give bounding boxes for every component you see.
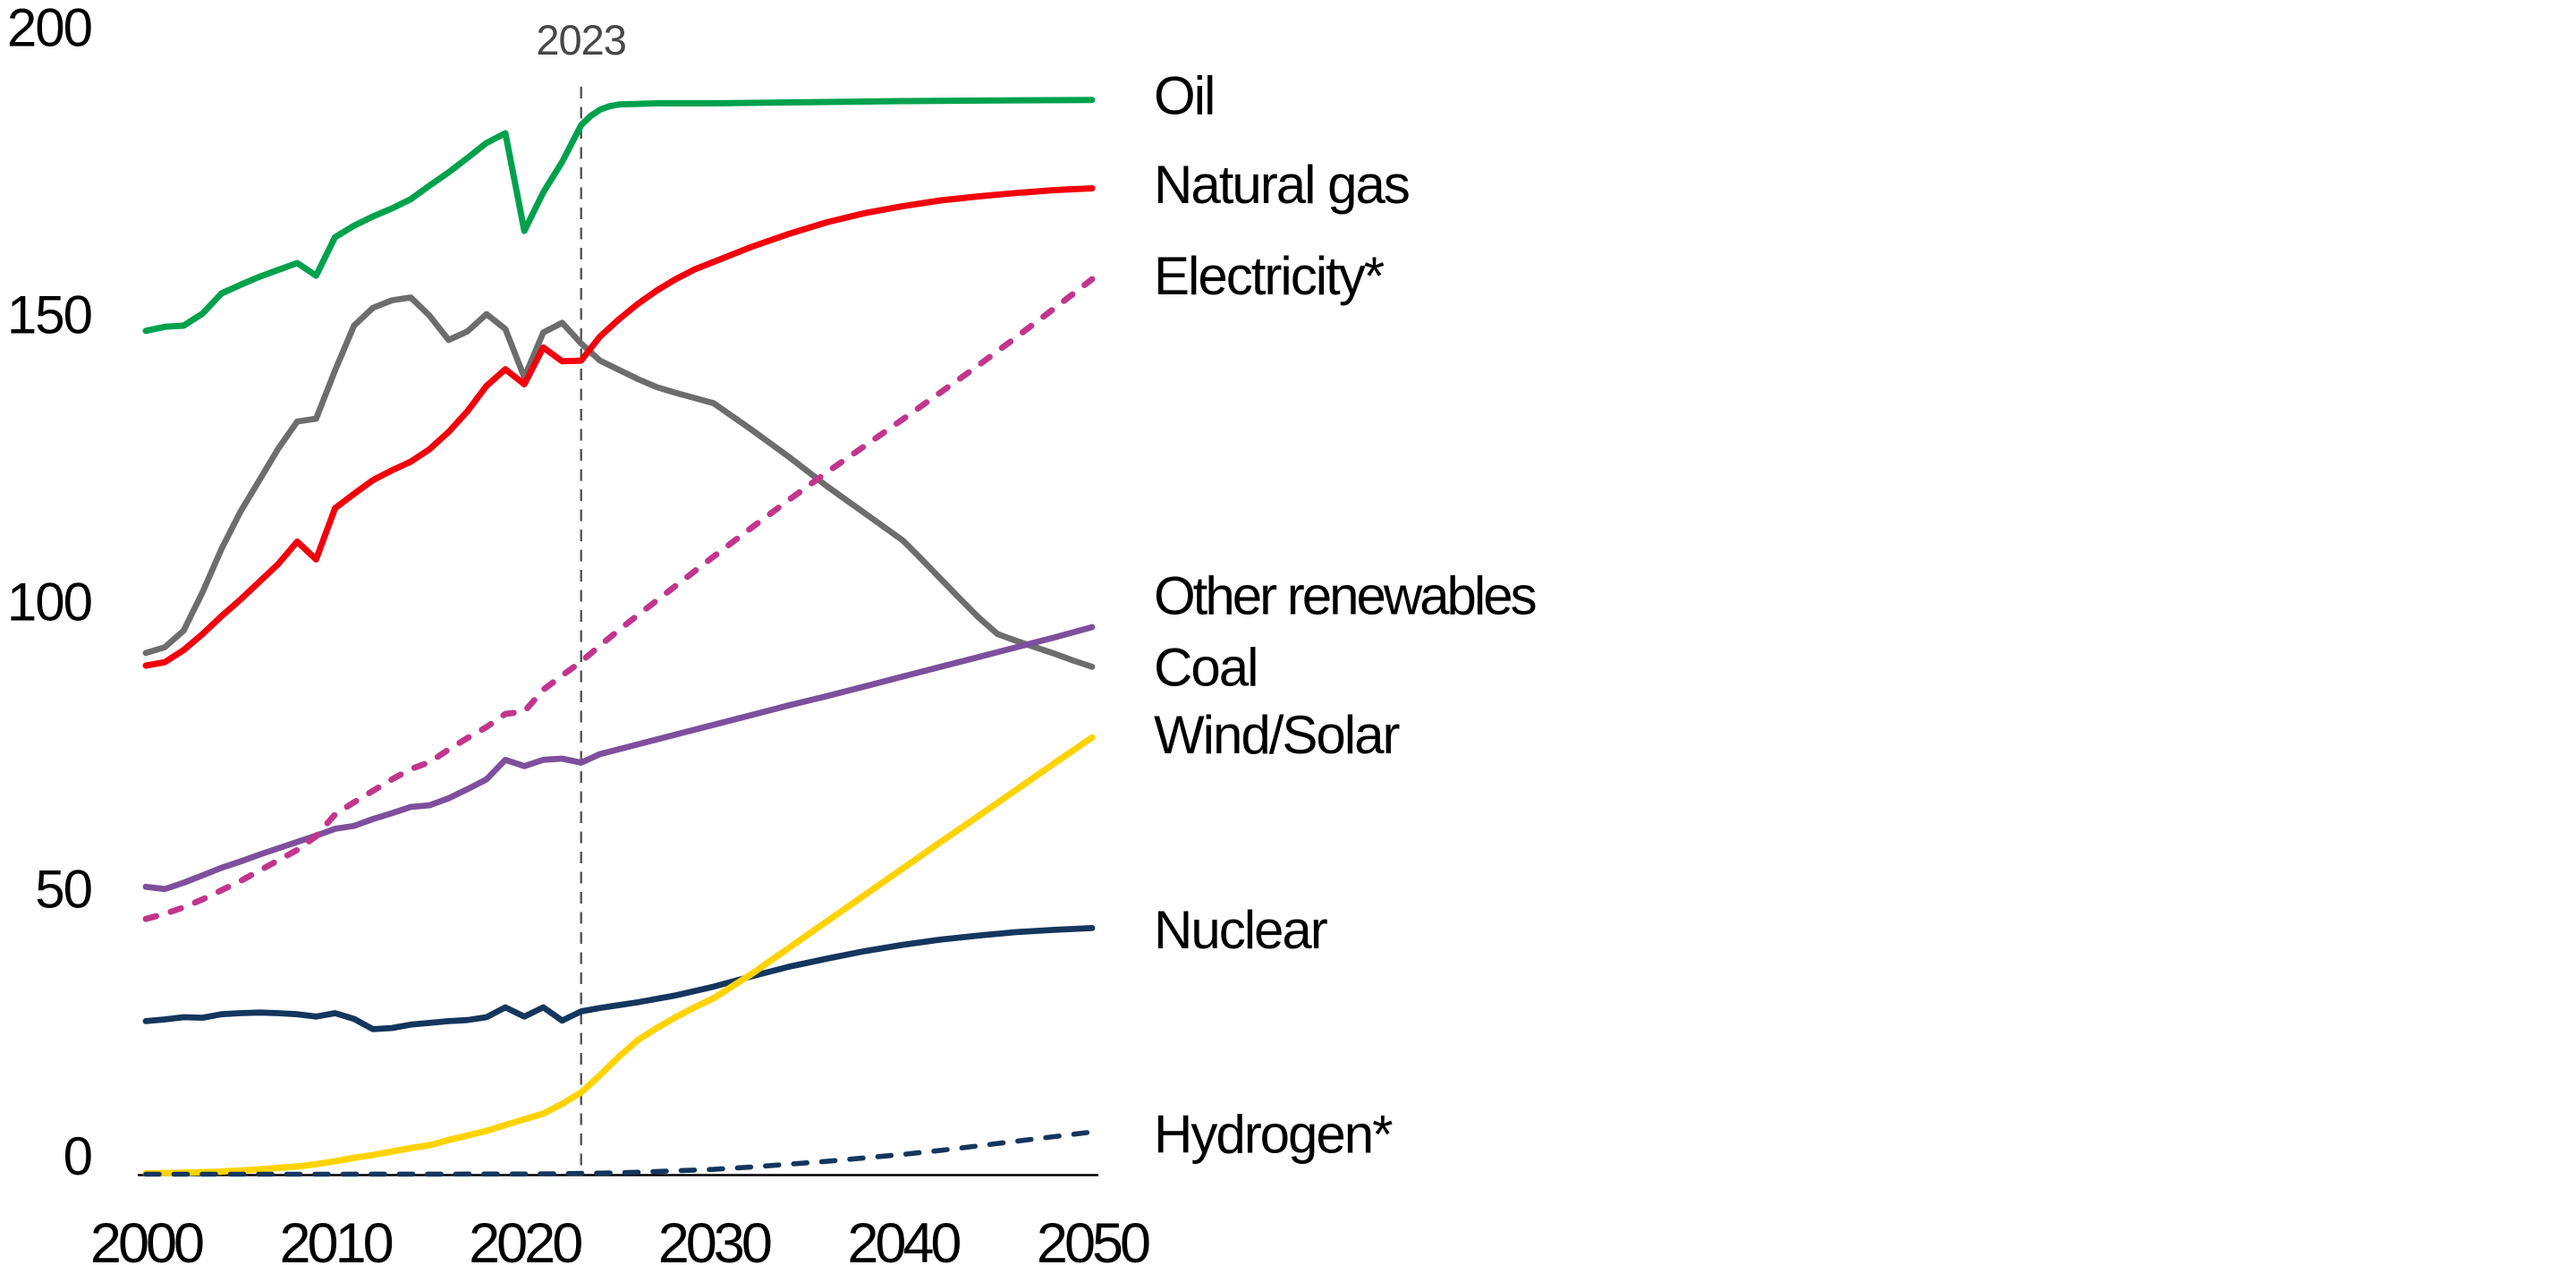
svg-text:Wind/Solar: Wind/Solar bbox=[1154, 705, 1399, 765]
svg-text:200: 200 bbox=[7, 0, 92, 58]
svg-text:0: 0 bbox=[64, 1126, 92, 1186]
svg-text:Natural gas: Natural gas bbox=[1154, 155, 1409, 215]
svg-text:150: 150 bbox=[7, 285, 92, 345]
svg-text:50: 50 bbox=[35, 860, 91, 920]
svg-text:Coal: Coal bbox=[1154, 638, 1257, 698]
svg-text:2000: 2000 bbox=[90, 1212, 203, 1265]
svg-text:2020: 2020 bbox=[469, 1212, 581, 1265]
svg-text:2040: 2040 bbox=[847, 1212, 960, 1265]
svg-text:Electricity*: Electricity* bbox=[1154, 246, 1385, 306]
svg-text:Other renewables: Other renewables bbox=[1154, 566, 1536, 626]
svg-text:2010: 2010 bbox=[280, 1212, 393, 1265]
svg-text:2030: 2030 bbox=[658, 1212, 771, 1265]
svg-text:Oil: Oil bbox=[1154, 66, 1214, 126]
svg-text:2050: 2050 bbox=[1037, 1212, 1149, 1265]
svg-text:2023: 2023 bbox=[536, 16, 626, 64]
svg-text:Hydrogen*: Hydrogen* bbox=[1154, 1104, 1393, 1164]
svg-text:100: 100 bbox=[7, 573, 92, 632]
svg-text:Nuclear: Nuclear bbox=[1154, 900, 1327, 960]
